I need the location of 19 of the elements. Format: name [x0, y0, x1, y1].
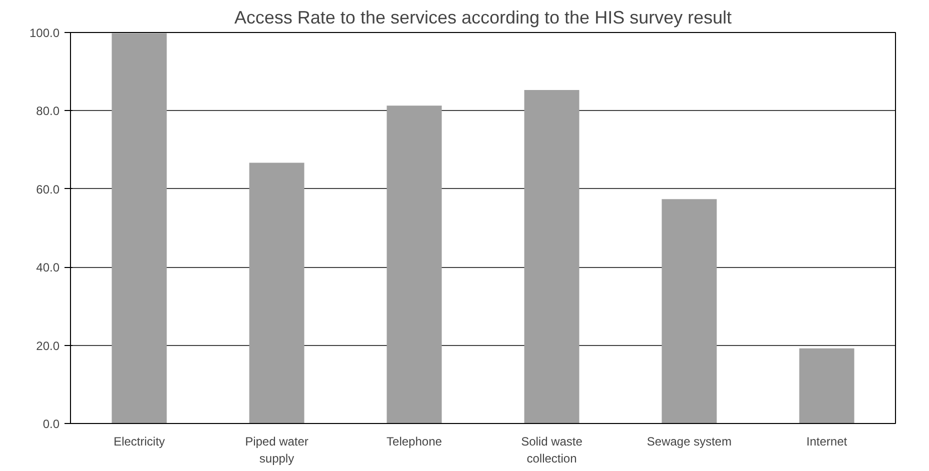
bar	[386, 106, 442, 424]
y-tick-label: 40.0	[36, 260, 60, 275]
x-tick-label: Internet	[806, 434, 848, 448]
bar	[662, 199, 717, 424]
bar	[799, 348, 854, 424]
x-tick-label: Electricity	[114, 434, 165, 448]
x-tick-label: Telephone	[386, 434, 442, 448]
chart-title: Access Rate to the services according to the HIS survey result	[234, 8, 732, 28]
x-tick-label: Solid waste collection	[521, 434, 583, 466]
y-tick-label: 20.0	[36, 338, 60, 353]
x-tick-label: Sewage system	[646, 434, 732, 448]
bar	[249, 162, 304, 424]
y-tick-label: 80.0	[36, 104, 60, 118]
bar	[524, 90, 580, 424]
bar	[112, 33, 167, 424]
y-tick-label: 60.0	[36, 182, 60, 196]
y-tick-label: 100.0	[29, 26, 60, 40]
y-tick-label: 0.0	[42, 417, 60, 431]
x-tick-label: Piped water supply	[245, 434, 308, 466]
